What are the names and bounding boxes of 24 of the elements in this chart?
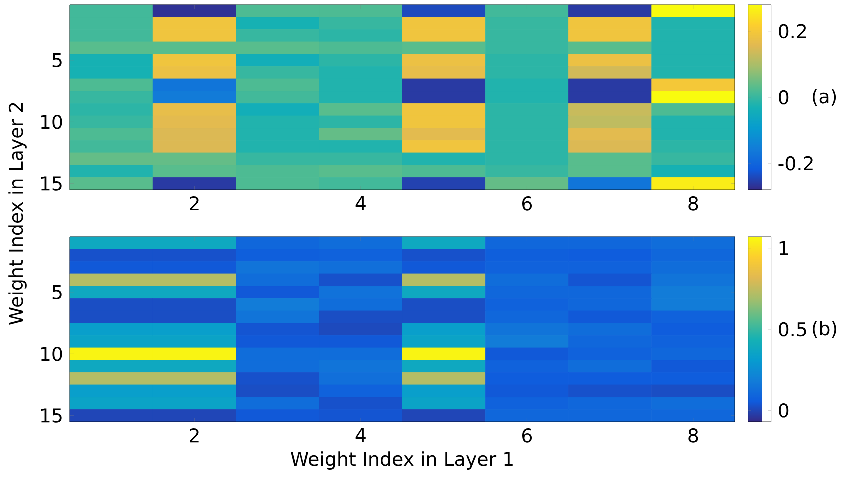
x-tick-label: 2 bbox=[190, 196, 199, 211]
x-tick-label: 6 bbox=[522, 428, 532, 443]
y-axis-title: Weight Index in Layer 2 bbox=[8, 103, 27, 325]
x-tick-label: 8 bbox=[688, 428, 698, 443]
x-tick-label: 6 bbox=[522, 196, 532, 211]
x-tick-label: 2 bbox=[190, 428, 199, 443]
text: (b) bbox=[812, 321, 836, 338]
x-tick-label: 8 bbox=[688, 196, 698, 211]
color-bar-label: 0 bbox=[779, 90, 789, 105]
color-bar-label: 0 bbox=[779, 403, 789, 418]
x-tick-label: 4 bbox=[356, 196, 366, 210]
x-tick-label: 4 bbox=[356, 428, 366, 442]
text: (a) bbox=[812, 89, 836, 106]
color-bar-label: 1 bbox=[780, 241, 788, 256]
y-tick-label: 15 bbox=[41, 408, 62, 423]
color-bar-label: 0.5 bbox=[779, 322, 806, 337]
y-tick-label: 5 bbox=[52, 53, 62, 68]
color-bar-label: 0.2 bbox=[779, 24, 806, 39]
x-axis-title: Weight Index in Layer 1 bbox=[291, 452, 513, 470]
y-tick-label: 5 bbox=[52, 285, 62, 300]
y-tick-label: 10 bbox=[41, 347, 62, 362]
color-bar-label: -0.2 bbox=[778, 156, 813, 171]
y-tick-label: 15 bbox=[41, 176, 62, 191]
y-tick-label: 10 bbox=[41, 115, 62, 130]
